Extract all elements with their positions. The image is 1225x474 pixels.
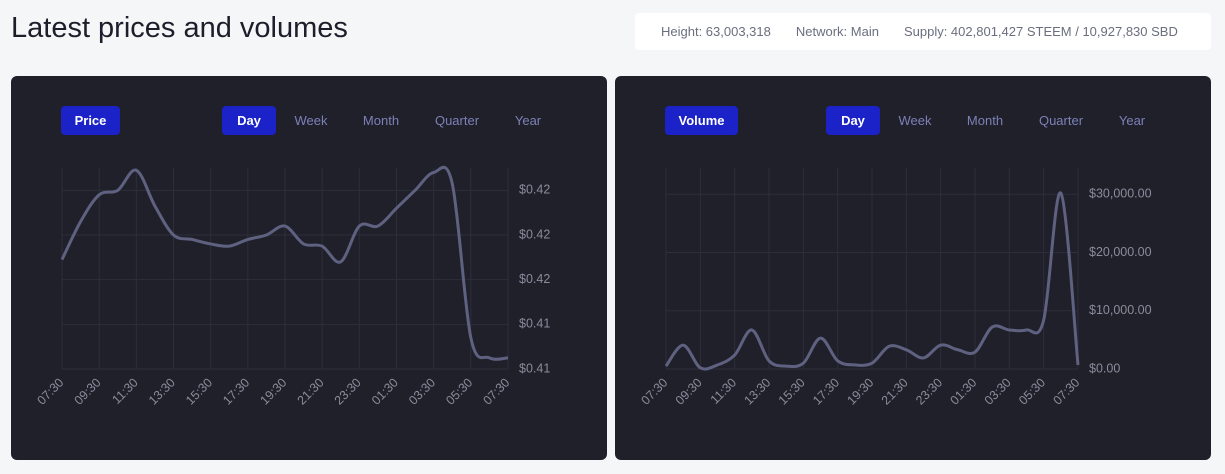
x-tick-label: 09:30 [72,376,104,408]
series-label: Volume [665,106,738,135]
line [664,191,1080,371]
stats-bar: Height: 63,003,318 Network: Main Supply:… [635,13,1211,50]
chart: 07:30 09:30 11:30 13:30 15:30 17:30 19:30 21:30… [638,168,1152,408]
stat: Height: 63,003,318 [661,24,771,39]
x-tick-label: 21:30 [295,376,327,408]
y-tick-label: $0.41 [519,361,550,375]
period-button[interactable]: Quarter [1038,113,1084,128]
y-tick-label: $20,000.00 [1089,245,1152,259]
y-tick-label: $0.42 [519,272,550,286]
x-tick-label: 07:30 [34,376,66,408]
period-button[interactable]: Quarter [434,113,480,128]
chart: 07:30 09:30 11:30 13:30 15:30 17:30 19:30 21:30… [34,165,550,408]
x-tick-label: 03:30 [406,376,438,408]
x-tick-label: 03:30 [982,376,1014,408]
stat: Network: Main [795,24,879,39]
page-title: Latest prices and volumes [11,12,348,44]
y-tick-label: $0.00 [1089,361,1120,375]
period-button[interactable]: Day [826,106,880,135]
x-tick-label: 23:30 [332,376,364,408]
x-tick-label: 15:30 [183,376,215,408]
x-tick-label: 13:30 [741,376,773,408]
stat: Supply: 402,801,427 STEEM / 10,927,830 S… [903,24,1178,39]
x-tick-label: 05:30 [1016,376,1048,408]
x-tick-label: 13:30 [146,376,178,408]
y-tick-label: $0.42 [519,183,550,197]
line [60,165,509,361]
series-label: Price [61,106,120,135]
x-tick-label: 19:30 [844,376,876,408]
x-tick-label: 21:30 [879,376,911,408]
x-tick-label: 11:30 [109,376,140,407]
period-button[interactable]: Month [362,113,400,128]
period-button[interactable]: Day [222,106,276,135]
x-tick-label: 07:30 [480,376,512,408]
y-tick-label: $10,000.00 [1089,303,1152,317]
x-tick-label: 09:30 [673,376,705,408]
period-button[interactable]: Year [514,113,542,128]
x-tick-label: 17:30 [220,376,252,408]
y-tick-label: $0.42 [519,227,550,241]
x-tick-label: 17:30 [810,376,842,408]
y-tick-label: $0.41 [519,317,550,331]
x-tick-label: 15:30 [776,376,808,408]
x-tick-label: 01:30 [369,376,401,408]
period-button[interactable]: Year [1118,113,1146,128]
x-tick-label: 19:30 [257,376,289,408]
x-tick-label: 11:30 [708,376,739,407]
period-button[interactable]: Month [966,113,1004,128]
period-button[interactable]: Week [294,113,328,128]
x-tick-label: 05:30 [443,376,475,408]
chart-panel: Volume Day Week Month Quarter Year 07:30 09:30 1… [615,76,1211,460]
x-tick-label: 07:30 [1050,376,1082,408]
y-tick-label: $30,000.00 [1089,187,1152,201]
period-button[interactable]: Week [898,113,932,128]
x-tick-label: 23:30 [913,376,945,408]
x-tick-label: 01:30 [947,376,979,408]
x-tick-label: 07:30 [638,376,670,408]
chart-panel: Price Day Week Month Quarter Year 07:30 09:30 11… [11,76,607,460]
